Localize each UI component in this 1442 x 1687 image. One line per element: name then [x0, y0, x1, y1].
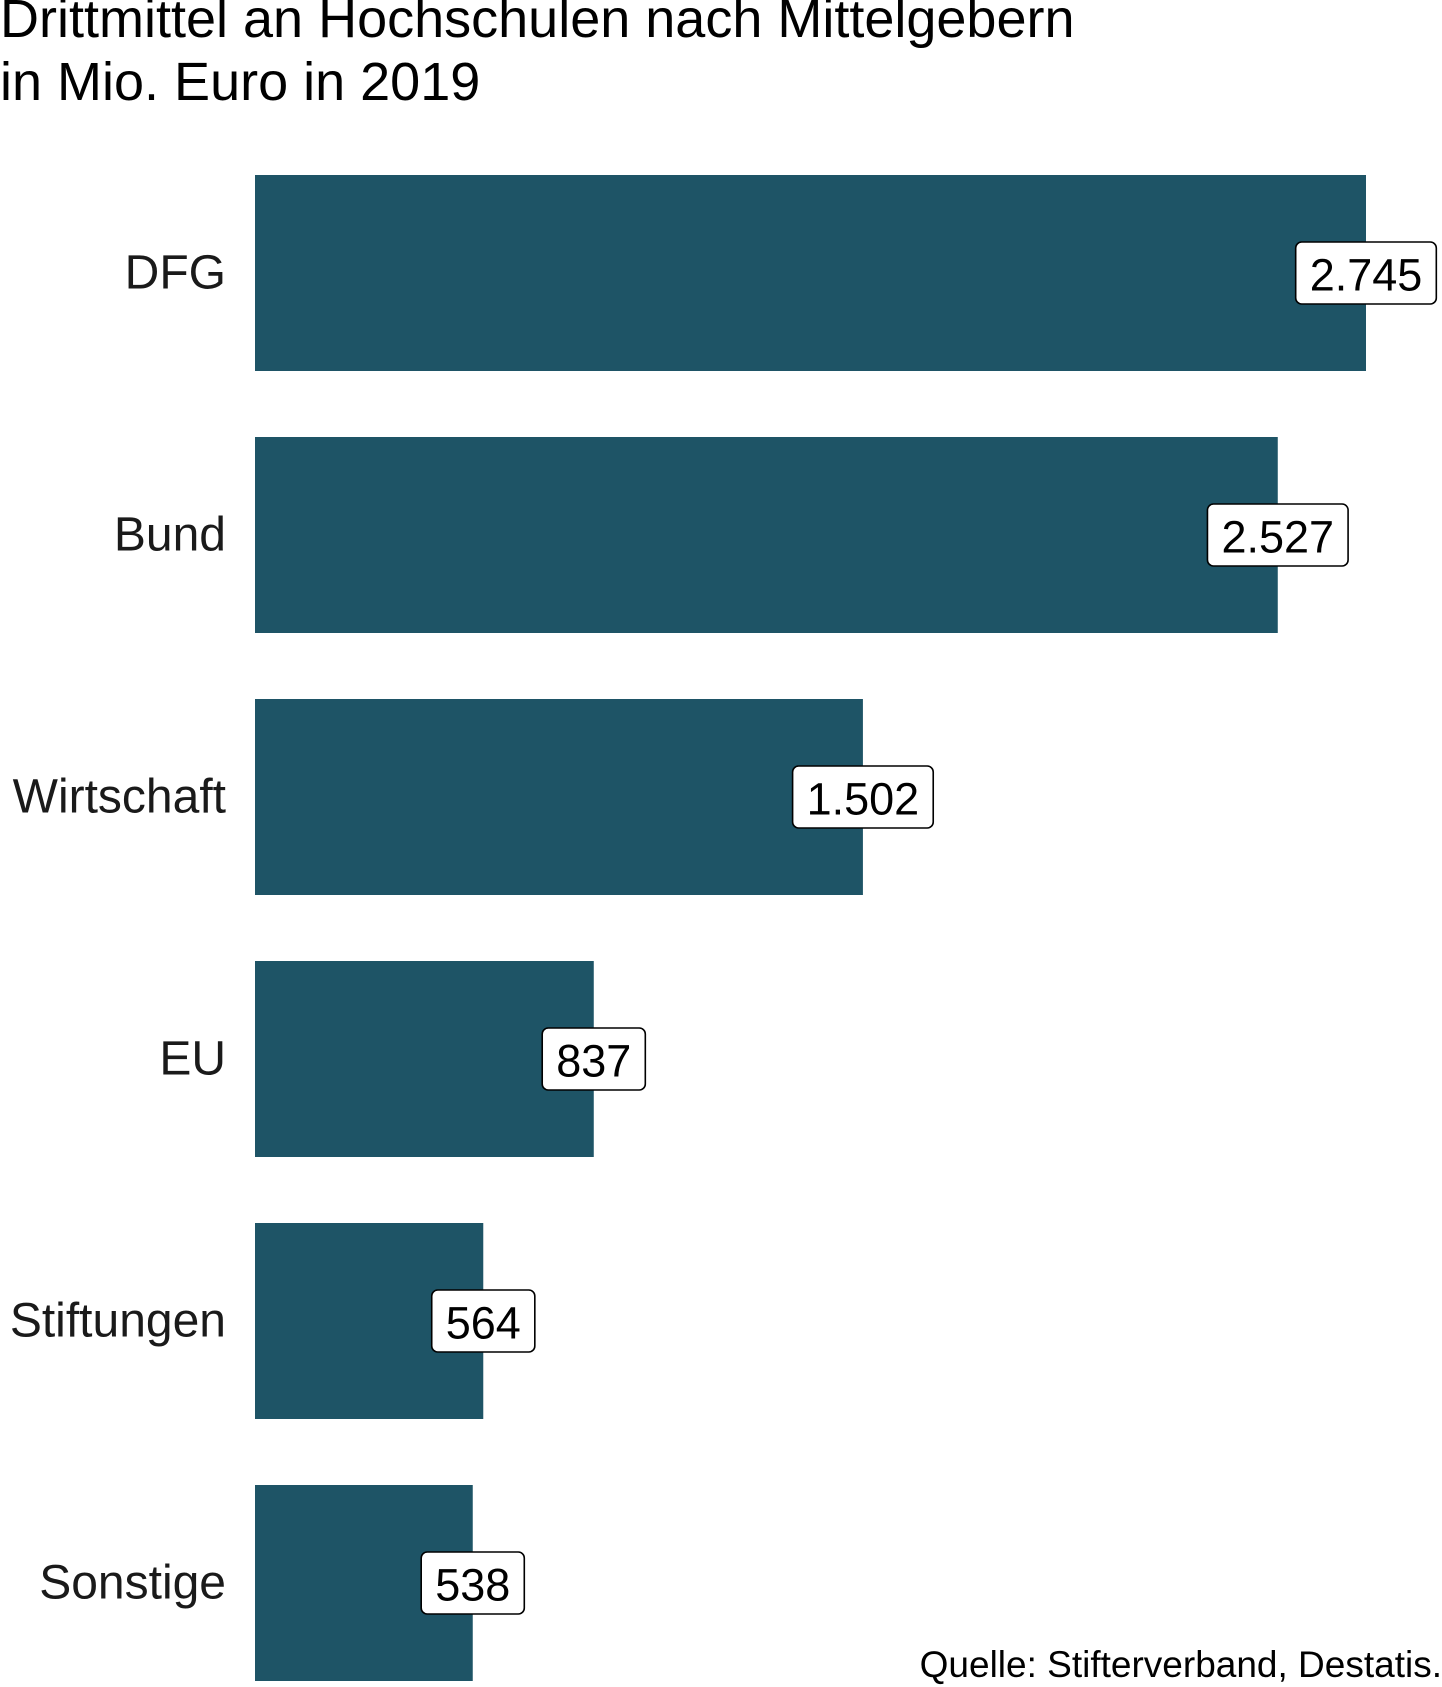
category-label-sonstige: Sonstige: [39, 1557, 226, 1610]
category-label-bund: Bund: [114, 509, 226, 562]
value-label-eu: 837: [541, 1027, 647, 1091]
value-label-wirtschaft: 1.502: [791, 765, 935, 829]
value-label-box: [1206, 503, 1349, 567]
value-label-text: 564: [446, 1298, 521, 1349]
value-label-text: 837: [556, 1036, 631, 1087]
value-label-text: 2.745: [1310, 250, 1423, 301]
value-label-text: 2.527: [1221, 512, 1334, 563]
category-label-eu: EU: [159, 1033, 226, 1086]
category-label-dfg: DFG: [125, 247, 226, 300]
value-label-box: [791, 765, 935, 829]
category-label-wirtschaft: Wirtschaft: [13, 771, 226, 824]
bar-bund: [255, 437, 1278, 633]
value-label-box: [420, 1551, 526, 1615]
bar-dfg: [255, 175, 1366, 371]
value-label-box: [541, 1027, 647, 1091]
value-label-box: [1294, 241, 1438, 305]
value-label-text: 1.502: [807, 774, 920, 825]
value-label-dfg: 2.745: [1294, 241, 1438, 305]
bar-wirtschaft: [255, 699, 863, 895]
bar-eu: [255, 961, 594, 1157]
value-label-bund: 2.527: [1206, 503, 1349, 567]
value-label-text: 538: [435, 1560, 510, 1611]
value-label-box: [430, 1289, 536, 1353]
chart-source: Quelle: Stifterverband, Destatis.: [919, 1644, 1442, 1685]
chart-title: Drittmittel an Hochschulen nach Mittelge…: [0, 0, 1075, 112]
value-label-sonstige: 538: [420, 1551, 526, 1615]
value-label-stiftungen: 564: [430, 1289, 536, 1353]
category-label-stiftungen: Stiftungen: [10, 1295, 226, 1348]
